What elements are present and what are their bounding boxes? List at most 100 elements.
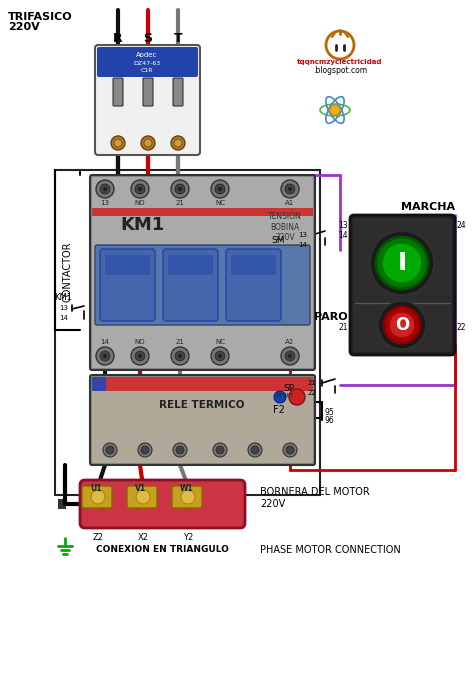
Text: TRIFASICO: TRIFASICO (8, 12, 73, 22)
Circle shape (135, 351, 145, 361)
Circle shape (171, 136, 185, 150)
Circle shape (103, 443, 117, 457)
Text: DZ47-63: DZ47-63 (133, 61, 161, 66)
Text: 24: 24 (457, 220, 466, 229)
Circle shape (106, 446, 114, 454)
Bar (92, 377, 313, 391)
Circle shape (111, 136, 125, 150)
Text: 14: 14 (100, 339, 109, 345)
Text: MARCHA: MARCHA (401, 202, 455, 212)
Text: 13: 13 (100, 200, 109, 206)
Circle shape (114, 139, 122, 147)
Circle shape (175, 184, 185, 194)
FancyBboxPatch shape (113, 78, 123, 106)
Circle shape (326, 31, 354, 59)
Circle shape (138, 443, 152, 457)
Circle shape (283, 443, 297, 457)
Circle shape (173, 443, 187, 457)
Circle shape (289, 389, 305, 405)
FancyBboxPatch shape (82, 486, 112, 508)
FancyBboxPatch shape (172, 486, 202, 508)
Text: 13: 13 (60, 305, 69, 311)
FancyBboxPatch shape (90, 375, 315, 465)
Circle shape (144, 139, 152, 147)
Text: 21: 21 (308, 380, 317, 386)
Text: X2: X2 (137, 533, 148, 542)
Circle shape (171, 347, 189, 365)
Circle shape (286, 446, 294, 454)
Text: 95: 95 (325, 408, 335, 417)
Text: T: T (173, 32, 182, 44)
FancyBboxPatch shape (353, 218, 452, 352)
Text: 13: 13 (338, 220, 348, 229)
Text: 21: 21 (338, 323, 348, 332)
Circle shape (251, 446, 259, 454)
Circle shape (370, 231, 434, 295)
Text: 22: 22 (457, 323, 466, 332)
Text: Y2: Y2 (183, 533, 193, 542)
Text: O: O (395, 316, 409, 334)
Circle shape (330, 105, 340, 115)
Circle shape (100, 351, 110, 361)
Text: PARO: PARO (314, 312, 348, 322)
Text: .blogspot.com: .blogspot.com (313, 66, 367, 75)
Circle shape (141, 136, 155, 150)
Text: BORNERA DEL MOTOR: BORNERA DEL MOTOR (260, 487, 370, 497)
Text: 220V: 220V (8, 22, 40, 32)
Text: TENSION
BOBINA
220V: TENSION BOBINA 220V (268, 212, 302, 242)
Circle shape (285, 184, 295, 194)
Text: NC: NC (215, 339, 225, 345)
Circle shape (103, 187, 107, 191)
Circle shape (174, 139, 182, 147)
Circle shape (138, 187, 142, 191)
Circle shape (141, 446, 149, 454)
Circle shape (131, 180, 149, 198)
FancyBboxPatch shape (90, 175, 315, 370)
Circle shape (96, 347, 114, 365)
Circle shape (178, 187, 182, 191)
Circle shape (382, 243, 422, 283)
Text: I: I (397, 251, 407, 275)
FancyBboxPatch shape (350, 215, 455, 355)
Circle shape (274, 391, 286, 403)
FancyBboxPatch shape (95, 45, 200, 155)
Bar (58, 499, 66, 509)
Circle shape (211, 180, 229, 198)
FancyBboxPatch shape (226, 249, 281, 321)
Bar (168, 255, 213, 275)
Circle shape (384, 307, 420, 343)
Circle shape (138, 354, 142, 358)
Text: 22: 22 (308, 390, 317, 396)
Bar (92, 208, 313, 216)
Text: NO: NO (135, 339, 146, 345)
Circle shape (211, 347, 229, 365)
Circle shape (100, 184, 110, 194)
Circle shape (281, 347, 299, 365)
Circle shape (213, 443, 227, 457)
Text: CONTACTOR: CONTACTOR (63, 242, 73, 302)
Circle shape (216, 446, 224, 454)
Text: U1: U1 (90, 484, 101, 493)
Circle shape (91, 490, 105, 504)
Circle shape (376, 237, 428, 289)
Text: NC: NC (215, 200, 225, 206)
Text: R: R (113, 32, 123, 44)
Text: W1: W1 (180, 484, 193, 493)
Circle shape (218, 187, 222, 191)
FancyBboxPatch shape (173, 78, 183, 106)
Circle shape (215, 184, 225, 194)
Text: 21: 21 (175, 200, 184, 206)
Circle shape (215, 351, 225, 361)
Text: 14: 14 (298, 242, 307, 248)
Circle shape (378, 301, 426, 349)
FancyBboxPatch shape (95, 245, 310, 325)
Bar (105, 255, 150, 275)
Text: A1: A1 (285, 200, 295, 206)
FancyBboxPatch shape (143, 78, 153, 106)
Circle shape (389, 312, 415, 338)
FancyBboxPatch shape (92, 377, 313, 463)
Circle shape (181, 490, 195, 504)
Text: RELE TERMICO: RELE TERMICO (159, 400, 245, 410)
Circle shape (281, 180, 299, 198)
Circle shape (136, 490, 150, 504)
